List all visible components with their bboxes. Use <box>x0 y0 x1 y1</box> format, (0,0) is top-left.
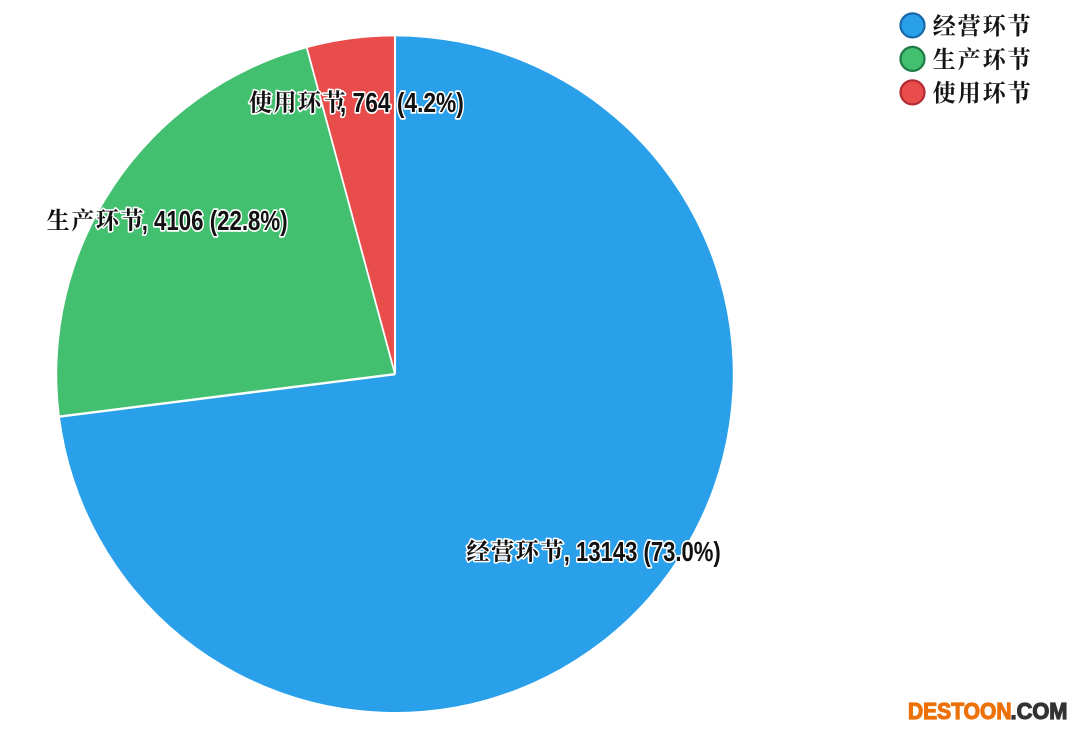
svg-text:, 4106 (22.8%): , 4106 (22.8%) <box>142 206 288 237</box>
svg-text:.COM: .COM <box>1011 698 1068 724</box>
svg-text:, 13143 (73.0%): , 13143 (73.0%) <box>564 537 721 568</box>
svg-text:, 764 (4.2%): , 764 (4.2%) <box>340 88 464 119</box>
svg-text:DESTOON: DESTOON <box>908 698 1012 724</box>
